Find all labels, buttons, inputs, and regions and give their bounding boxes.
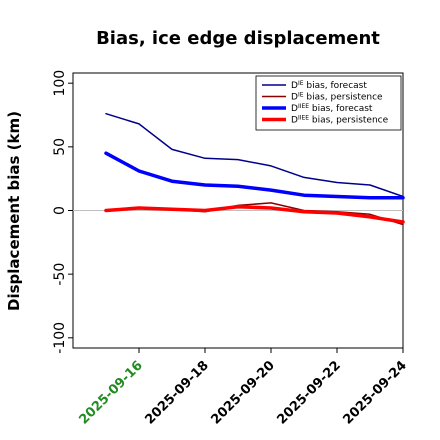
legend-label-0: DIE bias, forecast	[291, 80, 367, 91]
x-tick-label: 2025-09-18	[142, 358, 211, 427]
x-axis: 2025-09-162025-09-182025-09-202025-09-22…	[76, 348, 410, 428]
series-line-3	[104, 204, 405, 224]
series-line-2	[104, 151, 405, 200]
x-tick-label: 2025-09-16	[76, 358, 145, 427]
series-line-0	[105, 112, 404, 198]
x-tick-label: 2025-09-22	[274, 358, 343, 427]
legend-label-1: DIE bias, persistence	[291, 92, 383, 103]
y-tick-label: -50	[52, 263, 68, 286]
legend-label-3: DIIEE bias, persistence	[291, 115, 389, 126]
x-tick-label: 2025-09-24	[340, 358, 409, 427]
y-tick-label: 100	[52, 70, 68, 97]
chart-title: Bias, ice edge displacement	[96, 28, 380, 49]
y-axis-label: Displacement bias (km)	[5, 111, 23, 311]
series-group	[104, 112, 405, 226]
legend-label-2: DIIEE bias, forecast	[291, 103, 373, 114]
y-axis: -100 -50 0 50 100	[52, 70, 73, 354]
y-tick-label: -100	[52, 322, 68, 354]
y-tick-label: 50	[52, 138, 68, 156]
y-tick-label: 0	[52, 206, 68, 215]
x-tick-label: 2025-09-20	[208, 358, 277, 427]
